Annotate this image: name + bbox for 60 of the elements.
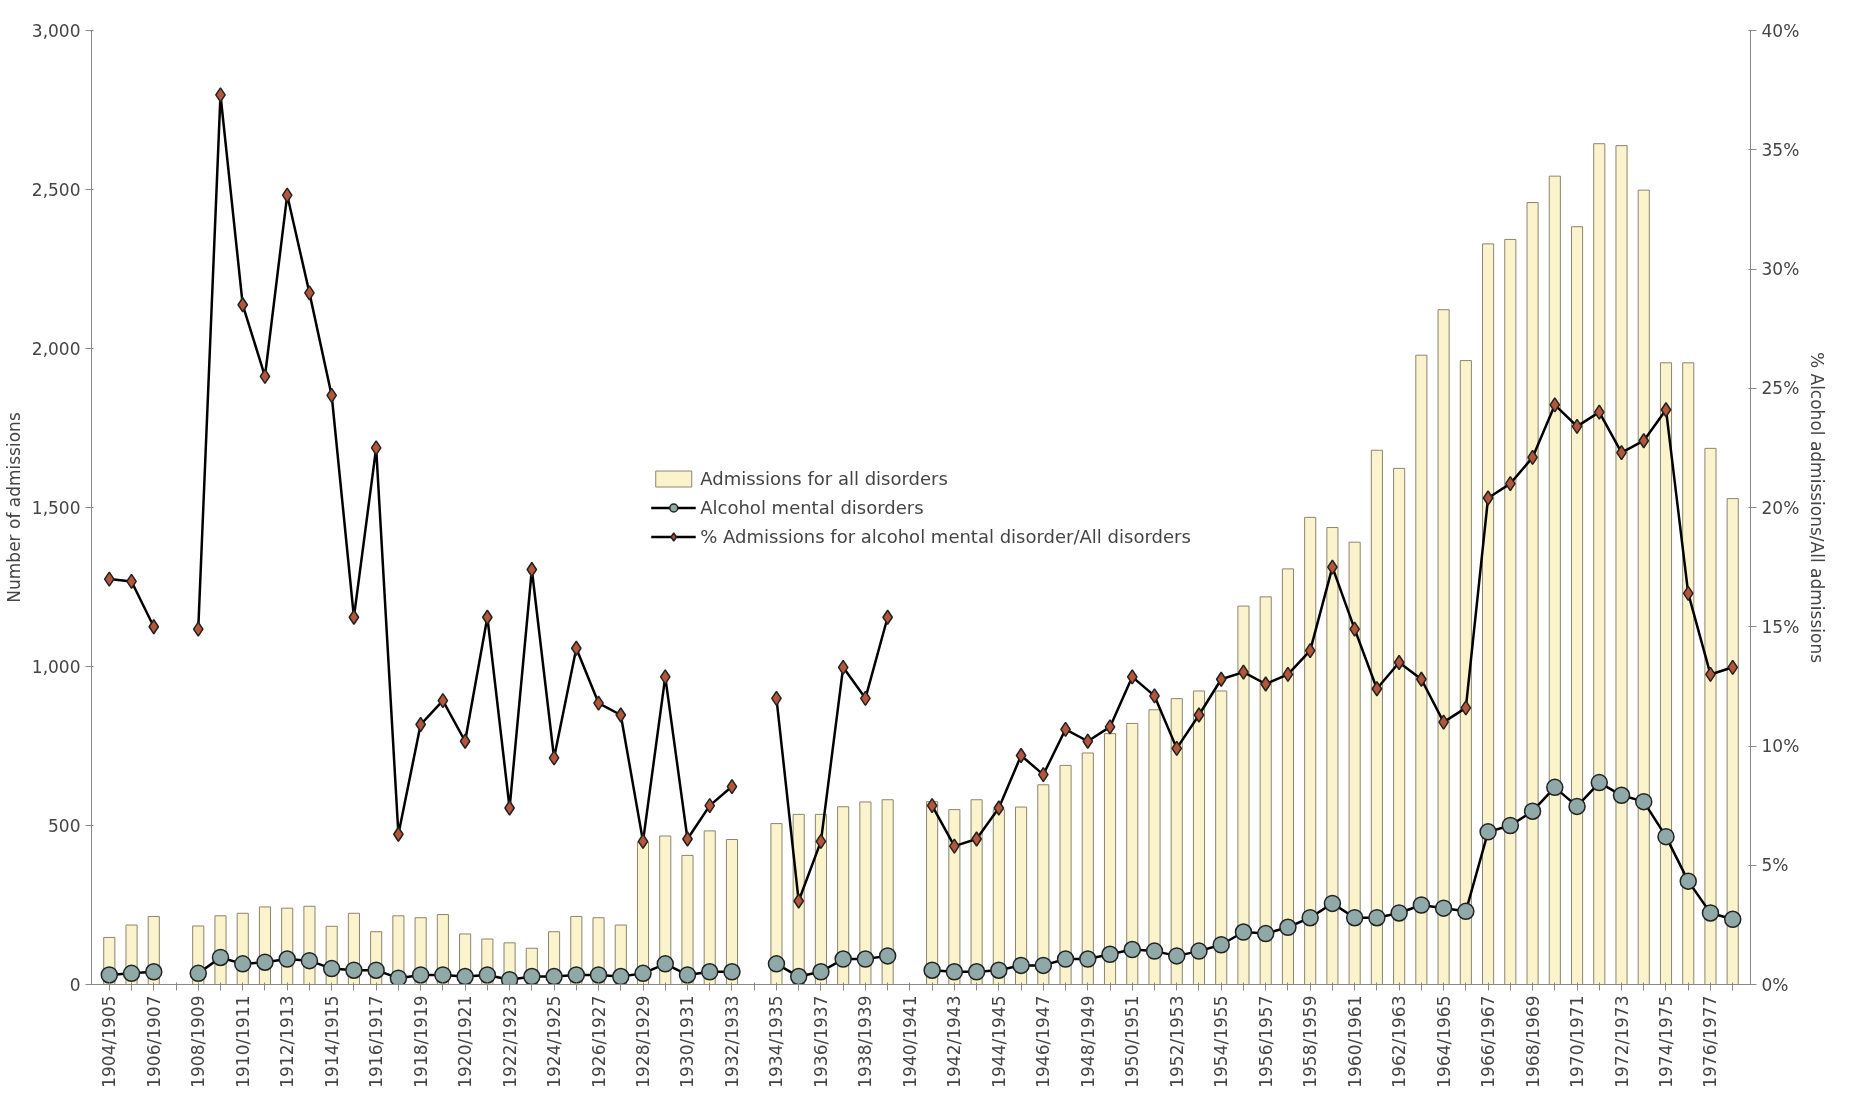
x-tick-label: 1934/1935: [766, 995, 787, 1088]
x-tick-label: 1948/1949: [1077, 995, 1098, 1088]
x-tick-label: 1920/1921: [455, 995, 476, 1088]
y2-tick-label: 35%: [1761, 139, 1800, 160]
legend-label: Alcohol mental disorders: [700, 496, 924, 518]
x-tick-label: 1926/1927: [588, 995, 609, 1088]
x-tick-label: 1964/1965: [1433, 995, 1454, 1088]
x-tick-label: 1970/1971: [1567, 995, 1588, 1088]
x-tick-label: 1940/1941: [899, 995, 920, 1088]
x-tick-label: 1968/1969: [1522, 995, 1543, 1088]
x-tick-label: 1906/1907: [143, 995, 164, 1088]
x-tick-label: 1956/1957: [1255, 995, 1276, 1088]
x-tick-label: 1944/1945: [988, 995, 1009, 1088]
x-tick-label: 1950/1951: [1122, 995, 1143, 1088]
y-tick-label: 0: [69, 975, 81, 995]
legend-label: % Admissions for alcohol mental disorder/All disorders: [700, 525, 1191, 547]
x-tick-label: 1962/1963: [1389, 995, 1410, 1088]
x-tick-label: 1958/1959: [1300, 995, 1321, 1088]
y-axis-title: Number of admissions: [3, 412, 24, 603]
x-tick-label: 1952/1953: [1166, 995, 1187, 1088]
y-tick-label: 500: [48, 816, 81, 836]
bar: [1659, 362, 1673, 985]
x-tick-label: 1930/1931: [677, 995, 698, 1088]
x-tick-label: 1914/1915: [321, 995, 342, 1088]
y-tick-label: 2,500: [31, 180, 81, 200]
y2-axis-title: % Alcohol admissions/All admissions: [1807, 351, 1828, 664]
y2-tick-label: 5%: [1761, 855, 1789, 876]
x-tick-label: 1912/1913: [277, 995, 298, 1088]
y2-tick-label: 25%: [1761, 378, 1800, 399]
y2-tick-label: 40%: [1761, 20, 1800, 41]
x-tick-label: 1928/1929: [633, 995, 654, 1088]
y2-tick-label: 20%: [1761, 497, 1800, 518]
x-tick-label: 1946/1947: [1033, 995, 1054, 1088]
x-tick-label: 1918/1919: [410, 995, 431, 1088]
y2-tick-label: 0%: [1761, 974, 1789, 995]
x-tick-label: 1954/1955: [1211, 995, 1232, 1088]
y-tick-label: 1,000: [31, 657, 81, 677]
bar: [1570, 226, 1584, 985]
x-tick-label: 1974/1975: [1655, 995, 1676, 1088]
x-tick-label: 1966/1967: [1478, 995, 1499, 1088]
x-tick-label: 1976/1977: [1700, 995, 1721, 1088]
y-tick-label: 2,000: [31, 339, 81, 359]
x-tick-label: 1908/1909: [188, 995, 209, 1088]
x-tick-label: 1932/1933: [721, 995, 742, 1088]
x-tick-label: 1916/1917: [366, 995, 387, 1088]
y2-tick-label: 10%: [1761, 736, 1800, 756]
x-tick-label: 1922/1923: [499, 995, 520, 1088]
x-tick-label: 1936/1937: [810, 995, 831, 1088]
x-tick-label: 1938/1939: [855, 995, 876, 1088]
legend-label: Admissions for all disorders: [700, 467, 948, 489]
y-tick-label: 1,500: [31, 498, 81, 518]
x-tick-label: 1924/1925: [544, 995, 565, 1088]
x-tick-label: 1960/1961: [1344, 995, 1365, 1088]
x-tick-label: 1972/1973: [1611, 995, 1632, 1088]
x-tick-label: 1904/1905: [99, 995, 120, 1088]
x-tick-label: 1910/1911: [232, 995, 253, 1088]
x-tick-label: 1942/1943: [944, 995, 965, 1088]
y2-tick-label: 30%: [1761, 259, 1800, 279]
y2-tick-label: 15%: [1761, 616, 1800, 637]
y-tick-label: 3,000: [31, 21, 81, 41]
